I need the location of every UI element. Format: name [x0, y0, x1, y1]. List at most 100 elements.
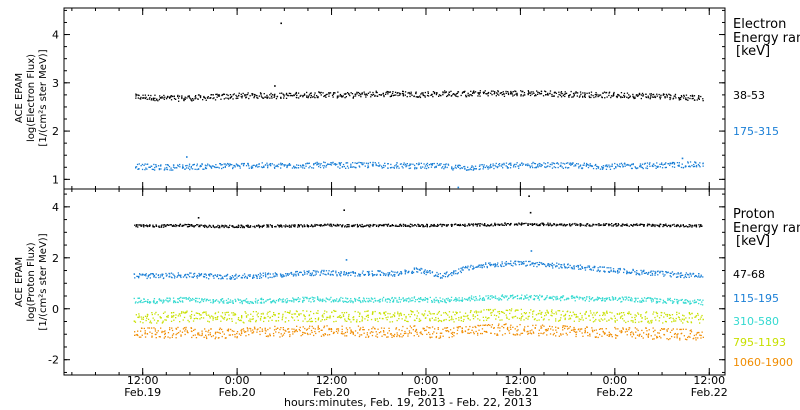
data-point — [243, 273, 246, 275]
data-point — [157, 314, 159, 316]
data-point — [566, 297, 568, 299]
data-point — [478, 165, 481, 167]
data-point — [532, 161, 534, 164]
data-point — [656, 301, 659, 304]
data-point — [296, 270, 298, 273]
data-point — [575, 265, 578, 267]
data-point — [267, 273, 269, 276]
data-point — [523, 298, 525, 300]
data-point — [513, 164, 515, 167]
data-point — [390, 316, 392, 318]
data-point — [255, 321, 257, 323]
data-point — [298, 313, 300, 315]
data-point — [678, 299, 680, 302]
data-point — [452, 93, 454, 95]
data-point — [267, 315, 269, 318]
data-point — [522, 223, 525, 225]
data-point — [358, 165, 360, 167]
data-point — [205, 300, 207, 302]
data-point — [568, 94, 571, 96]
data-point — [666, 315, 668, 317]
data-point — [210, 273, 213, 276]
data-point — [326, 93, 328, 95]
data-point — [283, 97, 285, 99]
data-point — [626, 224, 629, 227]
data-point — [671, 321, 673, 323]
data-point — [568, 95, 570, 97]
data-point — [668, 314, 671, 316]
data-point — [659, 96, 661, 98]
data-point — [433, 223, 435, 226]
data-point — [464, 165, 466, 168]
data-point — [448, 311, 451, 313]
data-point — [398, 92, 401, 94]
data-point — [270, 95, 273, 98]
data-point — [292, 95, 294, 97]
data-point — [352, 97, 354, 99]
data-point — [191, 168, 194, 170]
data-point — [569, 318, 572, 320]
data-point — [515, 223, 517, 226]
data-point — [695, 225, 697, 227]
data-point — [597, 166, 600, 168]
data-point — [191, 299, 193, 301]
data-point — [308, 94, 311, 96]
data-point — [224, 314, 226, 316]
data-point — [167, 332, 170, 334]
data-point — [389, 91, 391, 93]
data-point — [536, 319, 538, 322]
data-point — [553, 313, 555, 315]
data-point — [327, 163, 329, 165]
data-point — [221, 167, 223, 170]
data-point — [184, 98, 186, 100]
data-point — [510, 164, 512, 166]
data-point — [642, 223, 644, 226]
data-point — [337, 95, 339, 97]
data-point — [473, 267, 475, 269]
data-point — [528, 295, 531, 298]
data-point — [649, 93, 651, 95]
data-point — [291, 313, 293, 315]
data-point — [394, 225, 396, 227]
data-point — [535, 166, 537, 168]
data-point — [571, 315, 573, 317]
data-point — [251, 167, 254, 169]
data-point — [435, 296, 437, 299]
data-point — [545, 298, 547, 300]
data-point — [151, 98, 153, 100]
data-point — [367, 273, 370, 275]
data-point — [605, 297, 607, 299]
data-point — [422, 298, 425, 300]
data-point — [167, 164, 169, 166]
data-point — [475, 223, 477, 225]
data-point — [467, 169, 469, 171]
data-point — [565, 224, 567, 226]
data-point — [147, 327, 149, 329]
data-point — [286, 298, 288, 300]
data-point — [293, 166, 295, 168]
data-point — [196, 274, 199, 277]
data-point — [275, 225, 277, 228]
data-point — [339, 163, 341, 165]
data-point — [595, 223, 597, 226]
data-point — [266, 224, 268, 226]
data-point — [608, 270, 610, 273]
data-point — [540, 90, 543, 92]
data-point — [273, 313, 275, 316]
data-point — [280, 162, 282, 164]
data-point — [205, 167, 207, 170]
data-point — [674, 225, 676, 227]
data-point — [512, 294, 514, 296]
data-point — [451, 95, 453, 97]
data-point — [287, 164, 289, 167]
data-point — [698, 96, 700, 98]
data-point — [187, 298, 189, 300]
data-point — [210, 97, 212, 99]
data-point — [396, 167, 398, 169]
data-point — [642, 95, 644, 97]
data-point — [343, 274, 345, 276]
data-point — [403, 314, 405, 316]
data-point — [383, 311, 385, 314]
data-point — [596, 94, 598, 96]
data-point — [166, 274, 168, 276]
